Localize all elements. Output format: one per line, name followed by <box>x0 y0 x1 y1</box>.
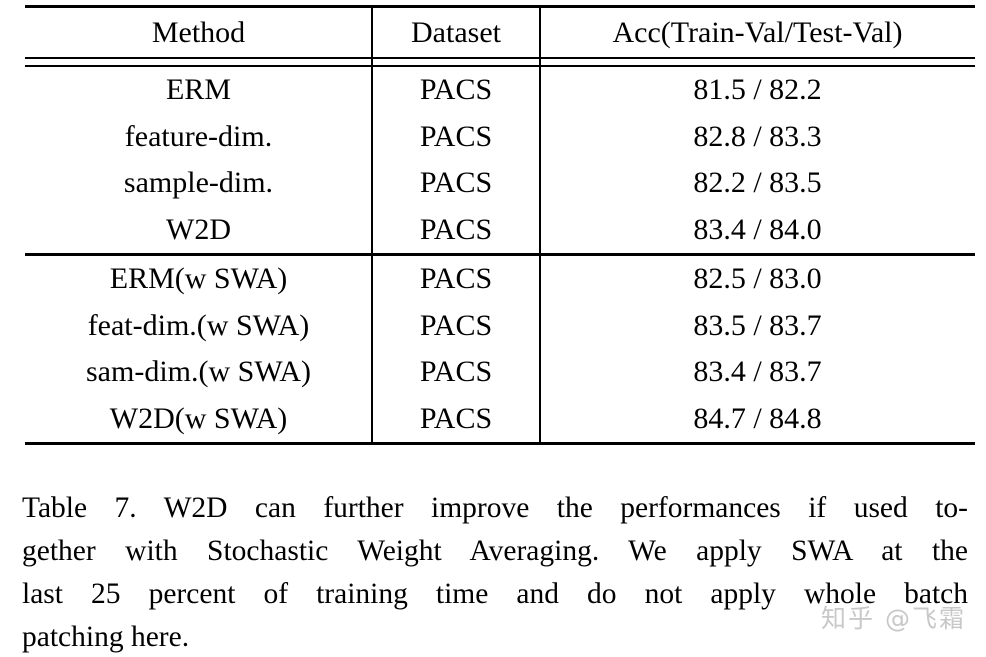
table-header-row: Method Dataset Acc(Train-Val/Test-Val) <box>25 8 975 57</box>
table-row: W2D(w SWA) PACS 84.7 / 84.8 <box>25 396 975 443</box>
cell-method: ERM <box>165 73 231 106</box>
col-header-dataset: Dataset <box>411 16 501 49</box>
table-row: ERM PACS 81.5 / 82.2 <box>25 67 975 114</box>
cell-dataset: PACS <box>419 401 493 435</box>
cell-dataset: PACS <box>419 262 493 295</box>
column-divider-dataset-acc <box>539 8 541 442</box>
cell-acc: 83.4 / 83.7 <box>693 355 822 388</box>
zhihu-watermark: 知乎 @飞霜 <box>821 604 966 633</box>
cell-acc: 83.5 / 83.7 <box>693 308 822 342</box>
table-row: ERM(w SWA) PACS 82.5 / 83.0 <box>25 256 975 303</box>
cell-method: feature-dim. <box>124 119 273 153</box>
cell-dataset: PACS <box>419 119 493 153</box>
cell-method: sample-dim. <box>123 166 274 199</box>
cell-dataset: PACS <box>419 212 493 246</box>
cell-method: W2D <box>166 212 231 246</box>
caption-line: gether with Stochastic Weight Averaging.… <box>22 535 968 567</box>
table-row: feat-dim.(w SWA) PACS 83.5 / 83.7 <box>25 303 975 350</box>
col-header-acc: Acc(Train-Val/Test-Val) <box>612 16 903 49</box>
cell-method: W2D(w SWA) <box>109 401 288 435</box>
section-divider-rule <box>25 253 975 256</box>
cell-dataset: PACS <box>419 73 493 106</box>
cell-acc: 82.2 / 83.5 <box>693 166 822 199</box>
table-row: sample-dim. PACS 82.2 / 83.5 <box>25 160 975 207</box>
cell-dataset: PACS <box>419 308 493 342</box>
results-table: Method Dataset Acc(Train-Val/Test-Val) E… <box>25 5 975 445</box>
column-divider-method-dataset <box>371 8 373 442</box>
cell-acc: 84.7 / 84.8 <box>693 401 822 435</box>
cell-acc: 83.4 / 84.0 <box>693 212 822 246</box>
caption-line: patching here. <box>22 621 190 653</box>
cell-method: ERM(w SWA) <box>109 262 288 295</box>
cell-method: feat-dim.(w SWA) <box>87 308 310 342</box>
table-row: W2D PACS 83.4 / 84.0 <box>25 207 975 254</box>
table-row: sam-dim.(w SWA) PACS 83.4 / 83.7 <box>25 349 975 396</box>
caption-line: Table 7. W2D can further improve the per… <box>22 492 968 524</box>
cell-method: sam-dim.(w SWA) <box>86 355 311 388</box>
table-caption: Table 7. W2D can further improve the per… <box>22 487 968 657</box>
cell-acc: 82.5 / 83.0 <box>693 262 822 295</box>
col-header-method: Method <box>151 16 246 49</box>
table-row: feature-dim. PACS 82.8 / 83.3 <box>25 114 975 161</box>
cell-acc: 81.5 / 82.2 <box>693 73 822 106</box>
cell-acc: 82.8 / 83.3 <box>693 119 822 153</box>
caption-line: last 25 percent of training time and do … <box>22 578 968 610</box>
header-double-rule <box>25 57 975 67</box>
cell-dataset: PACS <box>419 355 493 388</box>
cell-dataset: PACS <box>419 166 493 199</box>
